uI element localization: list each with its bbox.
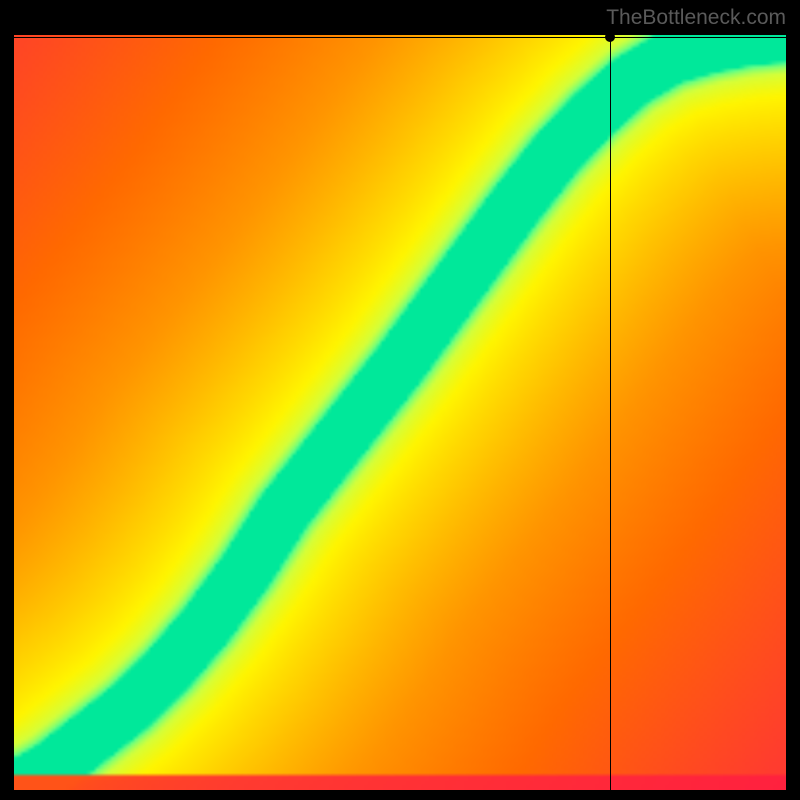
chart-container: TheBottleneck.com bbox=[0, 0, 800, 800]
crosshair-vertical bbox=[610, 35, 611, 790]
marker-point bbox=[605, 32, 615, 42]
watermark-text: TheBottleneck.com bbox=[606, 6, 786, 30]
crosshair-horizontal bbox=[14, 37, 786, 38]
heatmap-canvas bbox=[14, 35, 786, 790]
heatmap-chart bbox=[14, 35, 786, 790]
